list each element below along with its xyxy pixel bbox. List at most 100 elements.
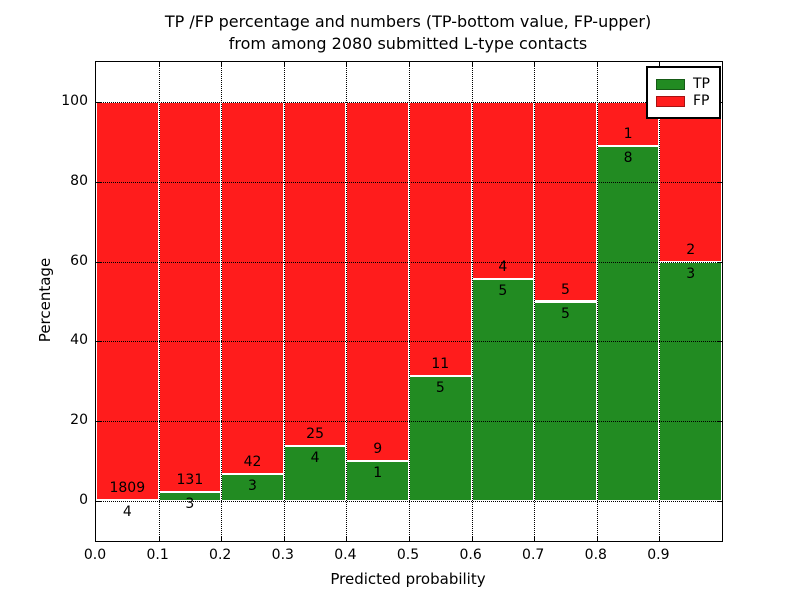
- vertical-gridline: [346, 62, 348, 541]
- tp-count-label: 5: [435, 380, 445, 397]
- vertical-gridline: [534, 62, 536, 541]
- x-tick-label: 0.8: [584, 547, 607, 563]
- tp-count-label: 3: [248, 478, 257, 495]
- chart-title-line1: TP /FP percentage and numbers (TP-bottom…: [164, 12, 652, 31]
- fp-count-label: 9: [373, 441, 383, 458]
- y-tick-mark: [96, 261, 101, 263]
- x-tick-mark: [659, 536, 661, 541]
- fp-count-label: 1: [623, 126, 633, 143]
- y-tick-label: 100: [61, 92, 88, 109]
- bars-layer: [96, 62, 722, 541]
- tp-count-label: 8: [623, 150, 633, 167]
- tp-bar-segment: [471, 279, 535, 502]
- legend: TP FP: [646, 66, 721, 119]
- x-tick-mark-top: [346, 62, 348, 67]
- tp-count-label: 5: [561, 305, 570, 322]
- vertical-gridline: [409, 62, 410, 541]
- fp-count-label: 5: [561, 281, 570, 298]
- x-tick-mark-top: [659, 62, 661, 67]
- y-tick-label: 40: [70, 332, 88, 349]
- fp-bar-segment: [471, 101, 535, 280]
- x-tick-mark: [158, 536, 160, 541]
- legend-label-tp: TP: [693, 76, 710, 92]
- y-axis-label: Percentage: [36, 257, 54, 343]
- fp-count-label: 1809: [109, 480, 146, 497]
- vertical-gridline: [221, 62, 223, 541]
- fp-bar-segment: [283, 101, 347, 446]
- x-tick-mark: [409, 536, 410, 541]
- x-tick-mark: [596, 536, 598, 541]
- x-tick-label: 0.6: [459, 547, 482, 563]
- y-tick-mark: [96, 421, 101, 423]
- horizontal-gridline: [96, 421, 722, 423]
- x-tick-label: 0.9: [647, 547, 670, 563]
- tp-color-swatch: [656, 78, 685, 90]
- y-tick-mark: [96, 181, 101, 183]
- tp-count-label: 1: [373, 465, 383, 482]
- y-tick-mark-right: [717, 181, 722, 183]
- horizontal-gridline: [96, 181, 722, 183]
- horizontal-gridline: [96, 501, 722, 503]
- x-tick-label: 0.7: [522, 547, 545, 563]
- horizontal-gridline: [96, 261, 722, 263]
- y-tick-mark-right: [717, 261, 722, 263]
- plot-area: 1809 4 131 3 42 3 25 4 9 1 11 5 4 5 5 5 1 8 2 3: [95, 61, 723, 542]
- vertical-gridline: [158, 62, 160, 541]
- x-tick-mark: [283, 536, 285, 541]
- x-tick-label: 0.1: [146, 547, 169, 563]
- x-tick-mark-top: [534, 62, 536, 67]
- y-tick-mark: [96, 101, 101, 103]
- fp-count-label: 131: [176, 472, 204, 489]
- horizontal-gridline: [96, 341, 722, 343]
- y-tick-mark-right: [717, 501, 722, 503]
- tp-bar-segment: [221, 474, 284, 502]
- x-tick-mark-top: [471, 62, 473, 67]
- x-tick-mark: [534, 536, 536, 541]
- grid-layer: [96, 62, 722, 541]
- x-tick-label: 0.0: [83, 547, 107, 563]
- legend-row-tp: TP: [656, 77, 710, 91]
- fp-bar-segment: [158, 101, 222, 493]
- fp-bar-segment: [96, 101, 159, 501]
- tp-count-label: 3: [686, 265, 696, 282]
- x-tick-mark-top: [409, 62, 410, 67]
- y-tick-mark-right: [717, 421, 722, 423]
- y-tick-mark: [96, 341, 101, 343]
- x-tick-mark: [346, 536, 348, 541]
- x-tick-label: 0.3: [271, 547, 294, 563]
- tp-bar-segment: [409, 376, 472, 502]
- fp-count-label: 25: [306, 426, 325, 443]
- tp-count-label: 4: [122, 504, 132, 521]
- legend-row-fp: FP: [656, 94, 710, 108]
- y-tick-mark: [96, 501, 101, 503]
- chart-title-line2: from among 2080 submitted L-type contact…: [228, 34, 588, 53]
- legend-label-fp: FP: [693, 93, 710, 109]
- fp-bar-segment: [221, 101, 284, 475]
- tp-count-label: 3: [185, 496, 195, 513]
- x-tick-mark-top: [283, 62, 285, 67]
- x-tick-mark: [221, 536, 223, 541]
- vertical-gridline: [659, 62, 661, 541]
- x-tick-mark-top: [221, 62, 223, 67]
- x-tick-label: 0.4: [334, 547, 357, 563]
- bar-count-labels-layer: 1809 4 131 3 42 3 25 4 9 1 11 5 4 5 5 5 1 8 2 3: [96, 62, 722, 541]
- vertical-gridline: [596, 62, 598, 541]
- fp-count-label: 42: [243, 454, 262, 471]
- y-tick-mark-right: [717, 341, 722, 343]
- y-tick-label: 80: [70, 172, 88, 189]
- y-tick-label: 0: [79, 492, 88, 509]
- fp-bar-segment: [659, 101, 722, 262]
- x-tick-label: 0.5: [396, 547, 420, 563]
- fp-count-label: 2: [686, 241, 696, 258]
- vertical-gridline: [471, 62, 473, 541]
- x-tick-mark: [471, 536, 473, 541]
- x-axis-label: Predicted probability: [330, 570, 486, 588]
- tp-count-label: 5: [498, 283, 508, 300]
- y-tick-label: 60: [70, 252, 88, 269]
- fp-count-label: 4: [498, 259, 508, 276]
- fp-bar-segment: [534, 101, 597, 302]
- tp-count-label: 4: [310, 450, 320, 467]
- vertical-gridline: [283, 62, 285, 541]
- horizontal-gridline: [96, 101, 722, 103]
